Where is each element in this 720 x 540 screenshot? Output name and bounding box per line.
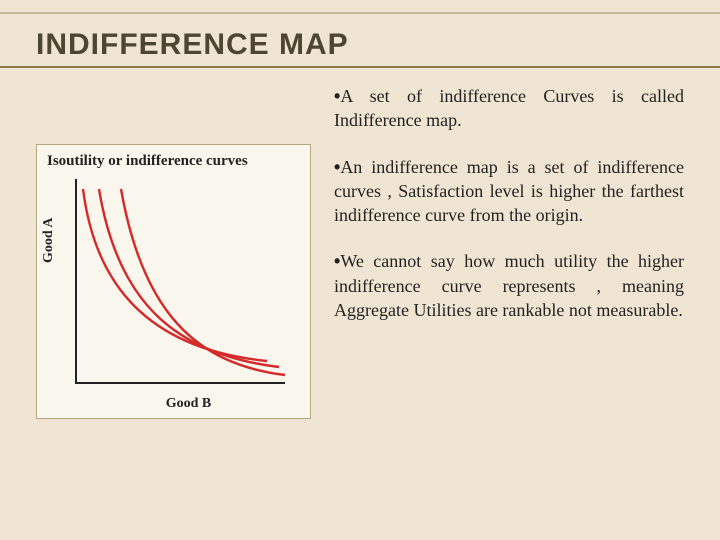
chart-svg [77,179,287,384]
indifference-chart: Isoutility or indifference curves Good A… [36,144,311,419]
chart-title: Isoutility or indifference curves [37,145,310,174]
bullet-text: A set of indifference Curves is called I… [334,86,684,130]
top-rule [0,12,720,14]
indifference-curve-1 [83,189,267,361]
chart-xlabel: Good B [37,396,310,412]
chart-plot-area [75,179,285,384]
bullet-text: An indifference map is a set of indiffer… [334,157,684,226]
title-row: INDIFFERENCE MAP [36,28,684,66]
title-underline [0,66,720,68]
bullet-item: •We cannot say how much utility the high… [334,249,684,322]
bullet-text: We cannot say how much utility the highe… [334,251,684,320]
chart-ylabel: Good A [41,217,57,263]
content-area: Isoutility or indifference curves Good A… [36,84,684,419]
indifference-curve-3 [121,189,285,375]
bullet-item: •An indifference map is a set of indiffe… [334,155,684,228]
slide: INDIFFERENCE MAP Isoutility or indiffere… [0,0,720,540]
right-column: •A set of indifference Curves is called … [328,84,684,419]
page-title: INDIFFERENCE MAP [36,28,349,66]
bullet-item: •A set of indifference Curves is called … [334,84,684,133]
left-column: Isoutility or indifference curves Good A… [36,84,316,419]
